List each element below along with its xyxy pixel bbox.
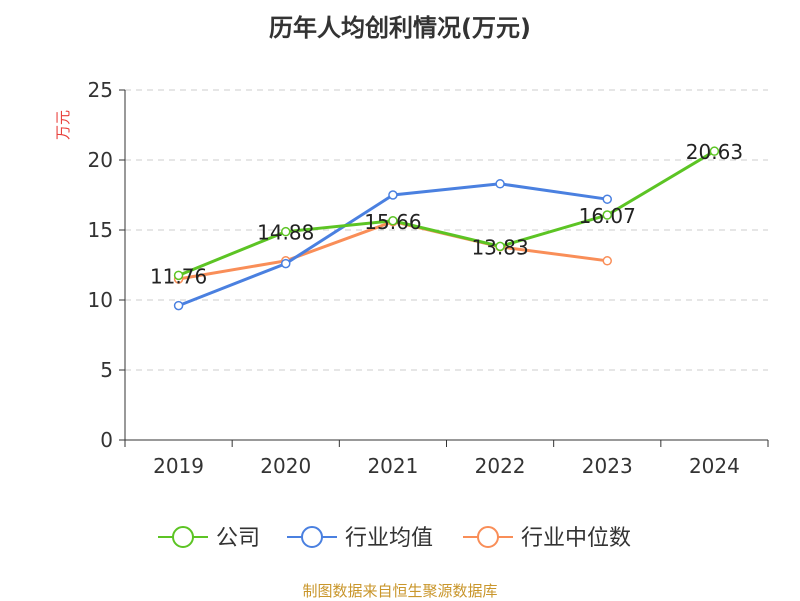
data-point — [388, 216, 398, 226]
legend-label: 公司 — [216, 526, 260, 551]
data-label: 14.88 — [257, 221, 314, 245]
x-tick-label: 2020 — [260, 454, 311, 478]
series-line-1 — [178, 182, 608, 307]
data-point — [173, 300, 184, 311]
data-point — [388, 190, 398, 200]
data-point — [495, 179, 505, 189]
x-tick-label: 2023 — [582, 454, 633, 478]
y-tick-label: 20 — [88, 148, 113, 172]
data-point — [602, 210, 612, 220]
data-point — [173, 270, 184, 281]
y-tick-label: 15 — [88, 218, 113, 242]
x-tick-label: 2019 — [153, 454, 204, 478]
legend-label: 行业中位数 — [521, 526, 631, 551]
x-tick-label: 2024 — [689, 454, 740, 478]
data-label: 15.66 — [364, 210, 421, 234]
y-tick-label: 5 — [100, 358, 113, 382]
data-label: 13.83 — [471, 235, 528, 259]
series-line-0 — [178, 149, 716, 277]
data-label: 20.63 — [686, 140, 743, 164]
legend-marker — [477, 526, 499, 548]
data-point — [495, 241, 505, 252]
legend-label: 行业均值 — [345, 526, 433, 551]
y-tick-label: 10 — [88, 288, 113, 312]
data-label: 11.76 — [150, 264, 207, 288]
source-note: 制图数据来自恒生聚源数据库 — [302, 582, 498, 600]
y-tick-label: 0 — [100, 428, 113, 452]
data-label: 16.07 — [579, 204, 636, 228]
data-point — [602, 194, 612, 204]
data-point — [602, 256, 612, 266]
x-tick-label: 2021 — [367, 454, 418, 478]
legend-marker — [172, 526, 194, 548]
chart-title: 历年人均创利情况(万元) — [269, 14, 531, 42]
data-point — [709, 146, 720, 156]
data-point — [281, 258, 291, 269]
data-point — [281, 226, 291, 237]
legend-marker — [301, 526, 323, 548]
y-tick-label: 25 — [88, 78, 113, 102]
x-tick-label: 2022 — [475, 454, 526, 478]
